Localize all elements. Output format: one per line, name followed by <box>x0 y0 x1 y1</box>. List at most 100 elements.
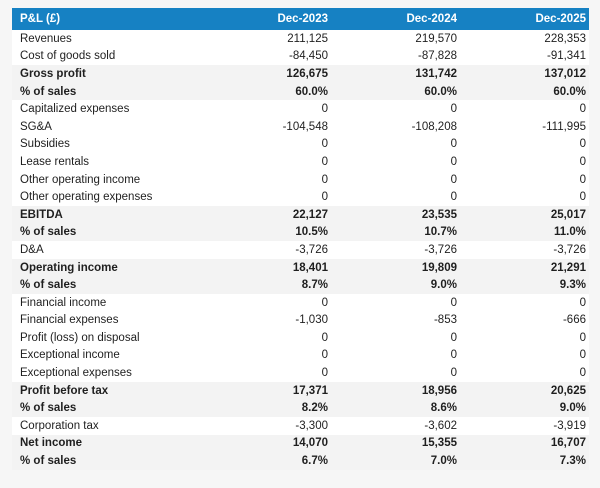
row-value: 0 <box>321 138 328 151</box>
row-value: 0 <box>450 349 457 362</box>
row-label: Financial income <box>20 296 107 309</box>
row-value: 7.3% <box>559 455 586 468</box>
table-row: Cost of goods sold -84,450 -87,828 -91,341 <box>12 48 589 66</box>
row-value: 0 <box>450 367 457 380</box>
row-value: 9.0% <box>430 279 457 292</box>
row-label: SG&A <box>20 120 52 133</box>
row-value: 0 <box>450 103 457 116</box>
row-label: Cost of goods sold <box>20 50 116 63</box>
table-row: Profit (loss) on disposal 0 0 0 <box>12 329 589 347</box>
table-header-row: P&L (£) Dec-2023 Dec-2024 Dec-2025 <box>12 8 589 30</box>
row-value: 8.6% <box>430 402 457 415</box>
table-row: Lease rentals 0 0 0 <box>12 153 589 171</box>
row-value: 0 <box>321 331 328 344</box>
row-label: Financial expenses <box>20 314 119 327</box>
table-row: Other operating income 0 0 0 <box>12 171 589 189</box>
row-value: 0 <box>450 191 457 204</box>
table-row: EBITDA 22,127 23,535 25,017 <box>12 205 589 224</box>
row-label: % of sales <box>20 455 77 468</box>
row-value: 8.7% <box>301 279 328 292</box>
row-value: 60.0% <box>424 85 457 98</box>
row-label: Exceptional income <box>20 349 120 362</box>
row-value: 0 <box>579 367 586 380</box>
row-value: -3,726 <box>295 243 328 256</box>
row-value: 0 <box>321 296 328 309</box>
row-value: 126,675 <box>286 67 328 80</box>
row-value: -91,341 <box>546 50 586 63</box>
table-row: Exceptional income 0 0 0 <box>12 347 589 365</box>
row-value: 0 <box>450 138 457 151</box>
row-value: 14,070 <box>292 437 328 450</box>
row-value: 0 <box>321 103 328 116</box>
table-row: D&A -3,726 -3,726 -3,726 <box>12 241 589 259</box>
row-value: 0 <box>321 191 328 204</box>
row-value: -104,548 <box>282 120 328 133</box>
row-value: 0 <box>450 155 457 168</box>
table-header-column: Dec-2023 <box>277 13 328 25</box>
row-value: 21,291 <box>550 261 586 274</box>
row-label: % of sales <box>20 85 77 98</box>
table-row: Operating income 18,401 19,809 21,291 <box>12 258 589 277</box>
row-label: Exceptional expenses <box>20 367 132 380</box>
table-row: Profit before tax 17,371 18,956 20,625 <box>12 381 589 400</box>
row-label: Profit before tax <box>20 384 109 397</box>
table-header-column: Dec-2024 <box>406 13 457 25</box>
row-value: 0 <box>579 349 586 362</box>
row-label: % of sales <box>20 402 77 415</box>
row-value: 18,401 <box>292 261 328 274</box>
row-value: 8.2% <box>301 402 328 415</box>
row-value: 11.0% <box>554 226 586 239</box>
row-value: -666 <box>562 314 586 327</box>
row-value: 0 <box>321 155 328 168</box>
row-value: 0 <box>321 367 328 380</box>
row-value: 0 <box>450 296 457 309</box>
table-row: Subsidies 0 0 0 <box>12 136 589 154</box>
row-label: Profit (loss) on disposal <box>20 331 140 344</box>
row-label: Subsidies <box>20 138 70 151</box>
table-row: % of sales 10.5% 10.7% 11.0% <box>12 223 589 242</box>
row-value: 15,355 <box>421 437 457 450</box>
row-value: -3,919 <box>553 419 586 432</box>
row-label: % of sales <box>20 226 77 239</box>
table-row: % of sales 60.0% 60.0% 60.0% <box>12 82 589 101</box>
row-value: 0 <box>450 173 457 186</box>
row-label: Other operating expenses <box>20 191 153 204</box>
row-value: 20,625 <box>550 384 586 397</box>
row-label: % of sales <box>20 279 77 292</box>
row-value: 0 <box>579 191 586 204</box>
row-value: 10.5% <box>295 226 328 239</box>
row-value: 0 <box>579 296 586 309</box>
row-value: 228,353 <box>544 32 586 45</box>
row-label: Revenues <box>20 32 72 45</box>
row-label: D&A <box>20 243 44 256</box>
row-value: 0 <box>579 138 586 151</box>
row-value: 211,125 <box>287 32 328 45</box>
table-row: Corporation tax -3,300 -3,602 -3,919 <box>12 417 589 435</box>
row-value: 25,017 <box>550 208 586 221</box>
row-value: -3,602 <box>424 419 457 432</box>
row-value: -1,030 <box>295 314 328 327</box>
row-label: Corporation tax <box>20 419 99 432</box>
row-label: Gross profit <box>20 67 86 80</box>
row-value: 17,371 <box>292 384 328 397</box>
row-label: Lease rentals <box>20 155 90 168</box>
table-header-column: Dec-2025 <box>535 13 586 25</box>
row-label: Other operating income <box>20 173 141 186</box>
table-row: Other operating expenses 0 0 0 <box>12 188 589 206</box>
pnl-table: P&L (£) Dec-2023 Dec-2024 Dec-2025 Revenue… <box>12 8 589 470</box>
row-label: Operating income <box>20 261 118 274</box>
row-value: -87,828 <box>417 50 457 63</box>
row-value: 0 <box>579 103 586 116</box>
row-value: 23,535 <box>421 208 457 221</box>
row-value: 0 <box>579 173 586 186</box>
row-value: 0 <box>321 173 328 186</box>
table-row: Revenues 211,125 219,570 228,353 <box>12 30 589 48</box>
table-row: % of sales 8.2% 8.6% 9.0% <box>12 399 589 418</box>
table-row: Capitalized expenses 0 0 0 <box>12 100 589 118</box>
row-value: 6.7% <box>301 455 328 468</box>
row-value: 219,570 <box>415 32 457 45</box>
table-row: Exceptional expenses 0 0 0 <box>12 364 589 382</box>
row-value: -3,726 <box>424 243 457 256</box>
row-value: 0 <box>579 155 586 168</box>
row-value: 0 <box>450 331 457 344</box>
